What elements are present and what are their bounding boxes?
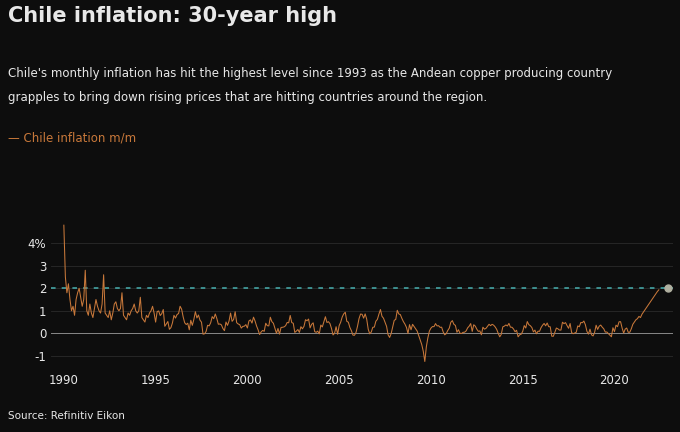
Text: Chile inflation: 30-year high: Chile inflation: 30-year high bbox=[8, 6, 337, 26]
Text: grapples to bring down rising prices that are hitting countries around the regio: grapples to bring down rising prices tha… bbox=[8, 91, 488, 104]
Text: — Chile inflation m/m: — Chile inflation m/m bbox=[8, 132, 136, 145]
Text: Source: Refinitiv Eikon: Source: Refinitiv Eikon bbox=[8, 411, 125, 421]
Text: Chile's monthly inflation has hit the highest level since 1993 as the Andean cop: Chile's monthly inflation has hit the hi… bbox=[8, 67, 613, 80]
